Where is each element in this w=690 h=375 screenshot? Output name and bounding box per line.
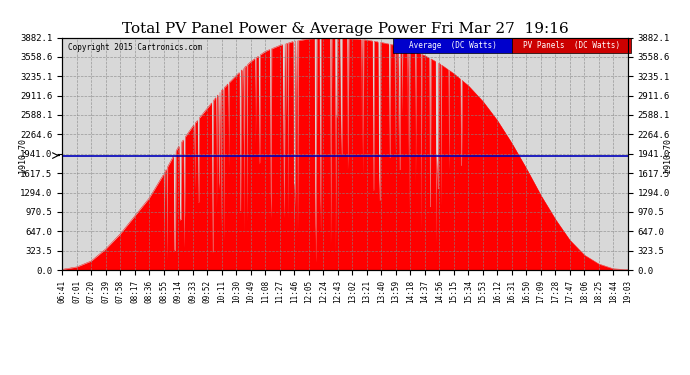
Title: Total PV Panel Power & Average Power Fri Mar 27  19:16: Total PV Panel Power & Average Power Fri… (121, 22, 569, 36)
FancyBboxPatch shape (393, 38, 512, 52)
Text: 1910.70: 1910.70 (663, 138, 672, 173)
Text: Copyright 2015 Cartronics.com: Copyright 2015 Cartronics.com (68, 44, 202, 52)
Text: 1910.70: 1910.70 (18, 138, 27, 173)
Text: PV Panels  (DC Watts): PV Panels (DC Watts) (523, 40, 620, 50)
FancyBboxPatch shape (512, 38, 631, 52)
Text: Average  (DC Watts): Average (DC Watts) (408, 40, 496, 50)
